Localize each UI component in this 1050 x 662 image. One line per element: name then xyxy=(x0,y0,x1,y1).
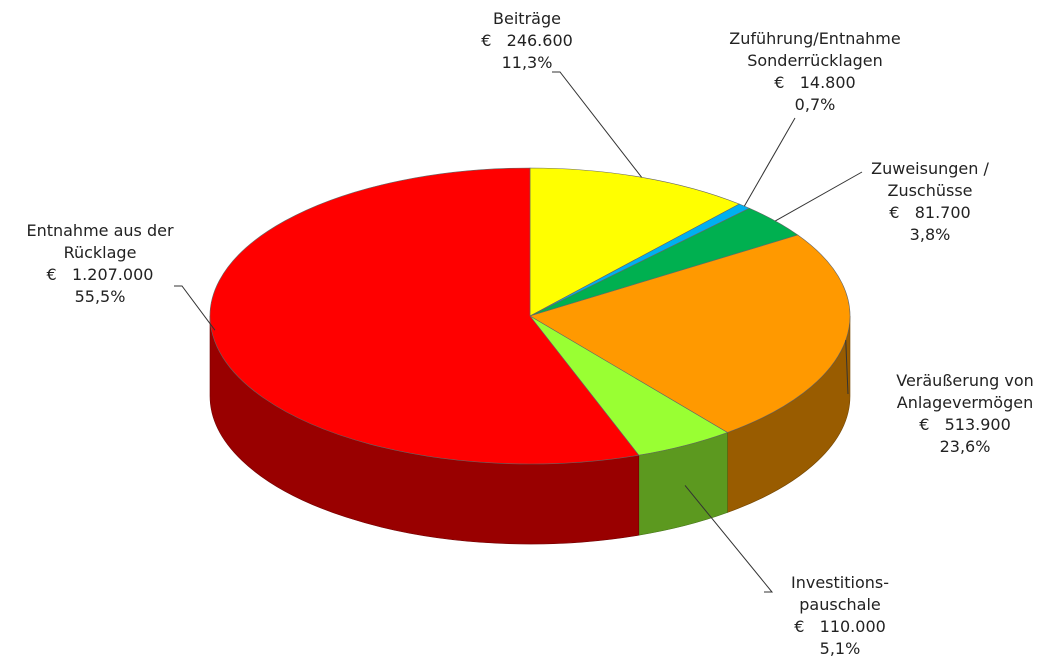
value-label: € 81.700 xyxy=(889,203,971,222)
percent-label: 5,1% xyxy=(819,639,861,658)
value-label: € 110.000 xyxy=(794,617,886,636)
slice-label: Zuführung/Entnahme Sonderrücklagen € 14.8… xyxy=(729,28,900,116)
percent-label: 55,5% xyxy=(74,287,126,306)
value-label: € 1.207.000 xyxy=(46,265,154,284)
leader-line xyxy=(775,171,863,222)
percent-label: 11,3% xyxy=(501,53,553,72)
slice-label: Veräußerung von Anlagevermögen € 513.900 2… xyxy=(896,370,1034,458)
slice-label: Zuweisungen / Zuschüsse € 81.700 3,8% xyxy=(871,158,989,246)
slice-label: Beiträge € 246.600 11,3% xyxy=(481,8,573,74)
category-label: Zuweisungen / Zuschüsse xyxy=(871,159,989,200)
category-label: Investitions- pauschale xyxy=(791,573,889,614)
pie-slice xyxy=(529,234,851,433)
value-label: € 246.600 xyxy=(481,31,573,50)
slice-label: Investitions- pauschale € 110.000 5,1% xyxy=(791,572,889,660)
value-label: € 513.900 xyxy=(919,415,1011,434)
pie-slice xyxy=(209,167,640,465)
category-label: Beiträge xyxy=(493,9,561,28)
category-label: Zuführung/Entnahme Sonderrücklagen xyxy=(729,29,901,70)
percent-label: 0,7% xyxy=(794,95,836,114)
leader-line xyxy=(845,340,849,395)
value-label: € 14.800 xyxy=(774,73,856,92)
slice-label: Entnahme aus der Rücklage € 1.207.000 55,5… xyxy=(26,220,173,308)
percent-label: 3,8% xyxy=(909,225,951,244)
category-label: Entnahme aus der Rücklage xyxy=(26,221,174,262)
leader-line xyxy=(552,71,643,178)
leader-line xyxy=(684,485,774,593)
leader-line xyxy=(174,285,216,331)
leader-line xyxy=(743,117,796,207)
category-label: Veräußerung von Anlagevermögen xyxy=(896,371,1034,412)
percent-label: 23,6% xyxy=(939,437,991,456)
